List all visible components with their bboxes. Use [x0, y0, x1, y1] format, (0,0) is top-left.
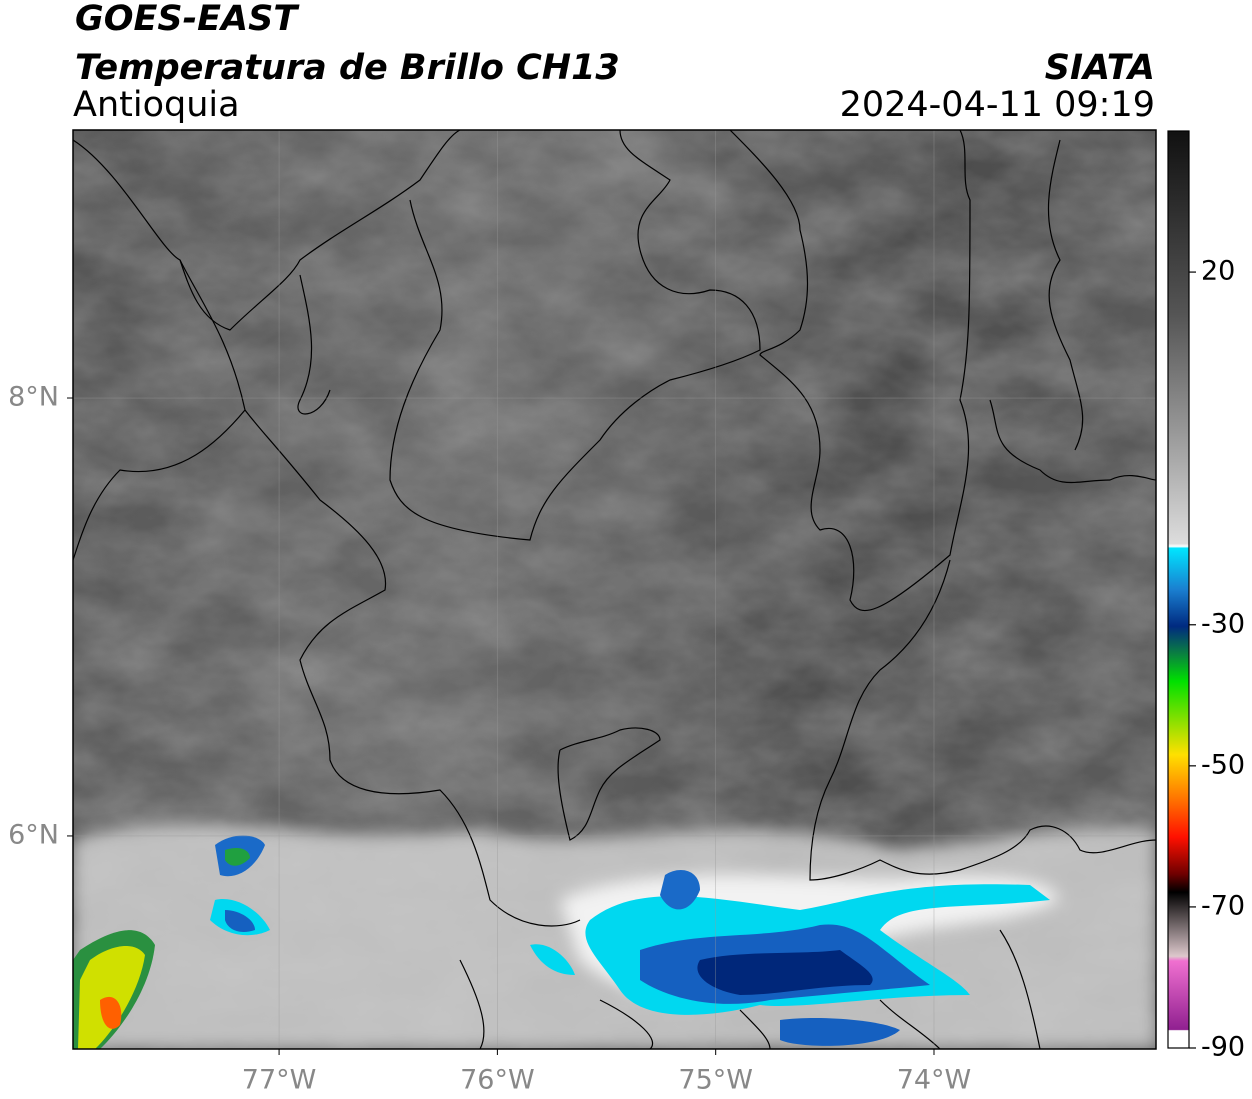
map-frame [72, 129, 1157, 1050]
borders [73, 130, 1156, 1049]
datetime: 2024-04-11 09:19 [840, 85, 1155, 125]
x-tick-label: 74°W [897, 1065, 972, 1096]
title: GOES-EAST [75, 0, 300, 39]
x-tick-label: 76°W [460, 1065, 535, 1096]
y-tick-label: 8°N [8, 382, 59, 413]
colorbar-tick-label: -30 [1201, 608, 1245, 639]
y-tick-label: 6°N [8, 819, 59, 850]
colorbar [1167, 130, 1190, 1049]
region: Antioquia [73, 85, 240, 125]
grid [73, 130, 1156, 1049]
map-image [73, 130, 1156, 1049]
source: SIATA [1045, 48, 1155, 88]
subtitle: Temperatura de Brillo CH13 [75, 48, 620, 88]
colorbar-tick-label: -90 [1201, 1032, 1245, 1063]
colorbar-tick-label: -50 [1201, 749, 1245, 780]
colorbar-tick-label: 20 [1201, 256, 1235, 287]
x-tick-label: 75°W [678, 1065, 753, 1096]
x-tick-label: 77°W [242, 1065, 317, 1096]
colorbar-tick-label: -70 [1201, 890, 1245, 921]
